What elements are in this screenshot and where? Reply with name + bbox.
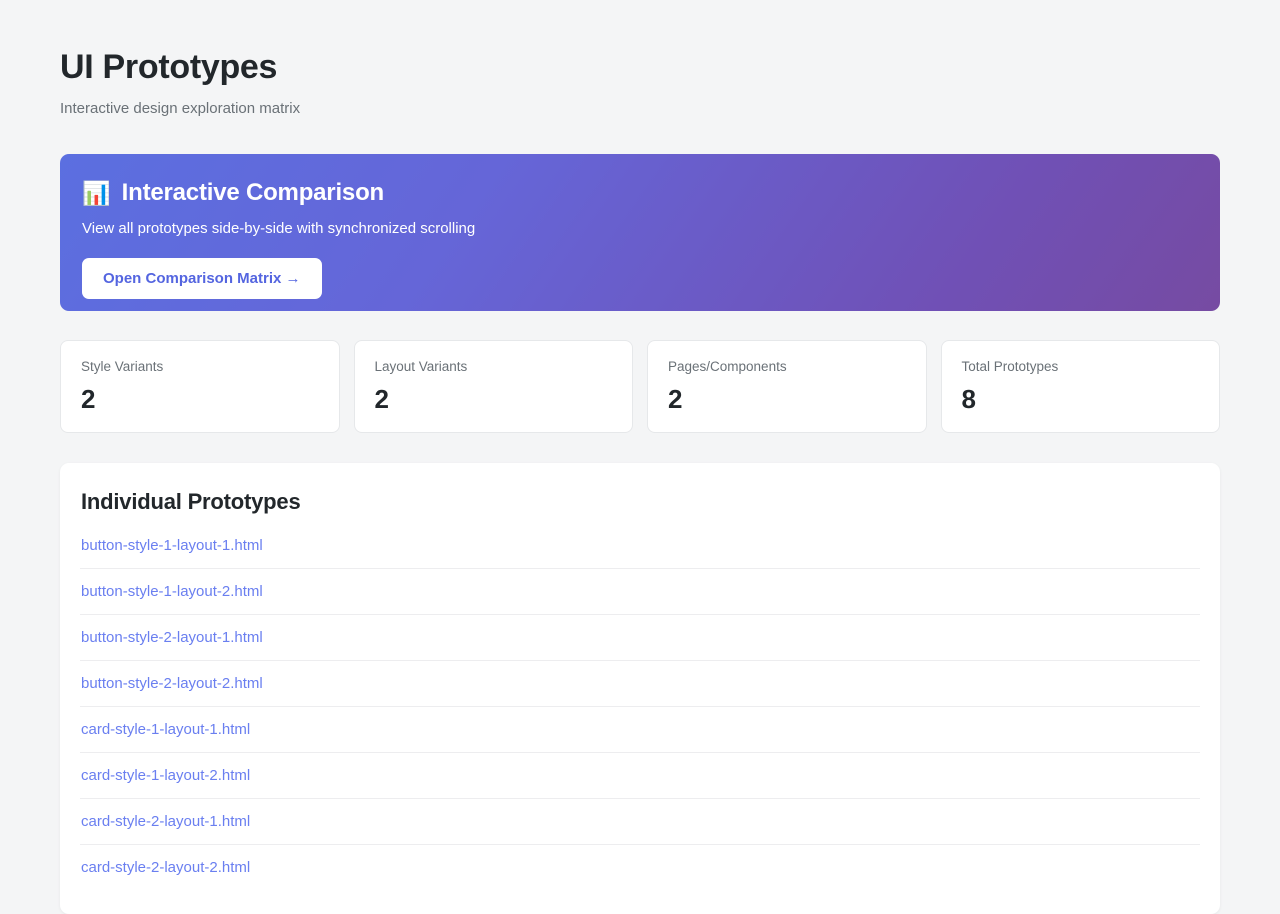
prototype-link[interactable]: button-style-2-layout-1.html	[81, 629, 263, 647]
page-subtitle: Interactive design exploration matrix	[60, 99, 301, 117]
stat-card-layout-variants: Layout Variants 2	[353, 340, 633, 434]
stat-card-style-variants: Style Variants 2	[60, 340, 340, 434]
individual-prototypes-panel: Individual Prototypes button-style-1-lay…	[60, 463, 1220, 914]
bar-chart-icon: 📊	[82, 179, 111, 206]
stat-card-pages-components: Pages/Components 2	[647, 340, 927, 434]
stat-label: Pages/Components	[668, 359, 787, 374]
prototype-link[interactable]: card-style-1-layout-1.html	[81, 721, 251, 739]
list-item: button-style-2-layout-1.html	[80, 615, 1200, 662]
banner-description: View all prototypes side-by-side with sy…	[82, 220, 476, 238]
stat-card-total-prototypes: Total Prototypes 8	[940, 340, 1220, 434]
panel-title: Individual Prototypes	[81, 489, 301, 515]
prototype-link[interactable]: card-style-1-layout-2.html	[81, 767, 251, 785]
stat-value: 8	[961, 384, 976, 415]
open-comparison-matrix-button[interactable]: Open Comparison Matrix →	[82, 257, 322, 299]
prototype-link[interactable]: card-style-2-layout-2.html	[81, 859, 251, 877]
prototype-link[interactable]: button-style-2-layout-2.html	[81, 675, 263, 693]
stat-label: Total Prototypes	[961, 359, 1059, 374]
prototype-link[interactable]: button-style-1-layout-1.html	[81, 537, 263, 555]
list-item: card-style-2-layout-1.html	[80, 799, 1200, 846]
prototype-link[interactable]: button-style-1-layout-2.html	[81, 583, 263, 601]
banner-title-row: 📊 Interactive Comparison	[82, 179, 1190, 206]
list-item: card-style-1-layout-2.html	[80, 753, 1200, 800]
list-item: card-style-2-layout-2.html	[80, 845, 1200, 890]
list-item: button-style-1-layout-1.html	[80, 523, 1200, 570]
stat-value: 2	[668, 384, 683, 415]
page-title: UI Prototypes	[60, 48, 278, 86]
stats-row: Style Variants 2 Layout Variants 2 Pages…	[60, 340, 1220, 434]
stat-value: 2	[81, 384, 96, 415]
stat-value: 2	[374, 384, 389, 415]
prototype-list: button-style-1-layout-1.html button-styl…	[80, 523, 1200, 890]
prototype-link[interactable]: card-style-2-layout-1.html	[81, 813, 251, 831]
stat-label: Layout Variants	[374, 359, 468, 374]
banner-title: Interactive Comparison	[121, 179, 385, 206]
stat-label: Style Variants	[81, 359, 164, 374]
list-item: button-style-1-layout-2.html	[80, 569, 1200, 616]
list-item: card-style-1-layout-1.html	[80, 707, 1200, 754]
list-item: button-style-2-layout-2.html	[80, 661, 1200, 708]
interactive-comparison-banner: 📊 Interactive Comparison View all protot…	[60, 154, 1220, 311]
